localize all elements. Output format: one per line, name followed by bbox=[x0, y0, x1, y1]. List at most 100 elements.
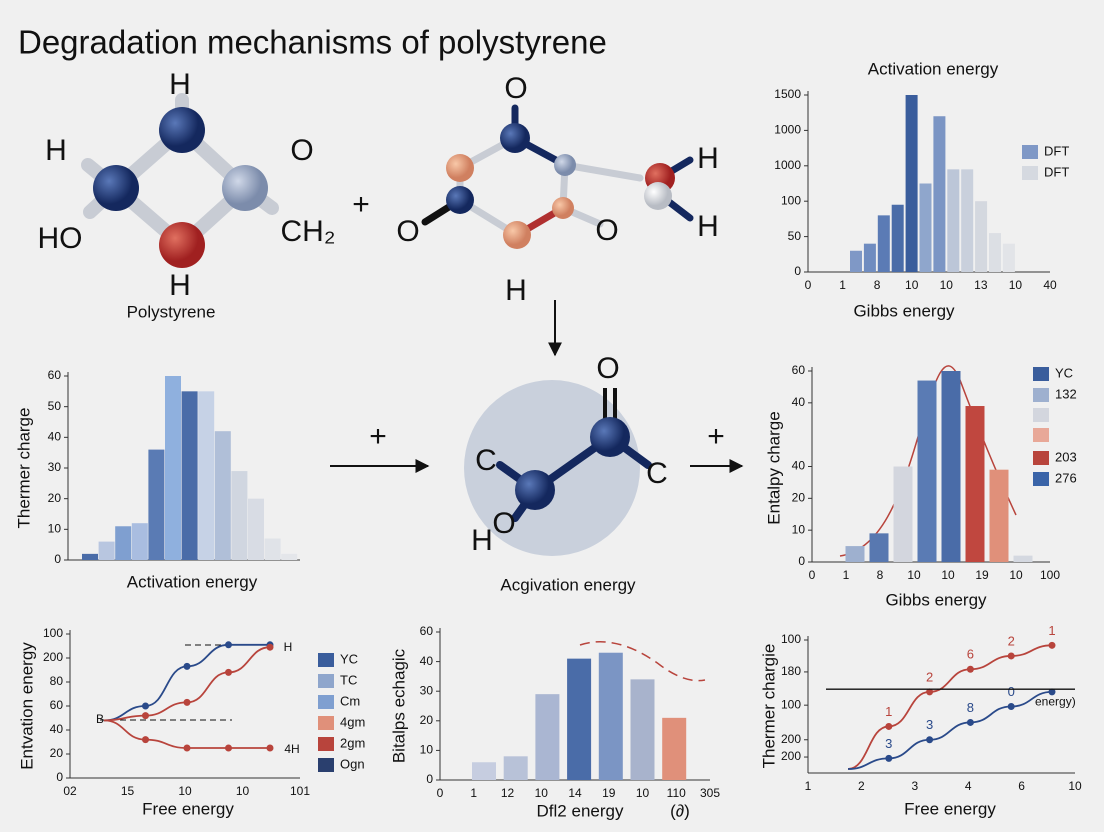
point bbox=[926, 736, 934, 744]
legend-label: TC bbox=[340, 672, 357, 687]
legend-swatch bbox=[318, 737, 334, 751]
bar bbox=[503, 756, 528, 780]
note: (∂) bbox=[670, 801, 690, 820]
legend-swatch bbox=[318, 758, 334, 772]
atom-label: CH₂ bbox=[281, 215, 336, 248]
legend-label: YC bbox=[1055, 365, 1073, 380]
y-axis-label: Entalpy charge bbox=[764, 411, 783, 524]
x-tick-label: 8 bbox=[877, 568, 884, 582]
legend-label: DFT bbox=[1044, 164, 1069, 179]
line bbox=[847, 644, 1053, 770]
x-tick-label: 1 bbox=[843, 568, 850, 582]
bar bbox=[82, 553, 98, 560]
y-tick-label: 40 bbox=[48, 430, 62, 444]
bar bbox=[891, 204, 904, 272]
bar bbox=[198, 391, 215, 560]
y-tick-label: 50 bbox=[788, 229, 802, 243]
point bbox=[225, 668, 232, 676]
line bbox=[103, 719, 271, 749]
operator: + bbox=[352, 188, 370, 221]
bar bbox=[893, 466, 913, 562]
y-tick-label: 40 bbox=[50, 722, 64, 736]
legend-swatch bbox=[1033, 408, 1049, 422]
x-tick-label: 1 bbox=[805, 779, 812, 793]
point-label: 2 bbox=[926, 669, 933, 684]
y-tick-label: 60 bbox=[50, 698, 64, 712]
y-axis-label: Thermer chargie bbox=[759, 644, 778, 769]
line bbox=[103, 646, 271, 722]
y-tick-label: 40 bbox=[420, 654, 434, 668]
bar bbox=[917, 380, 937, 562]
bar bbox=[567, 658, 592, 780]
y-tick-label: 40 bbox=[792, 395, 806, 409]
x-tick-label: 19 bbox=[602, 786, 616, 800]
bar bbox=[905, 95, 918, 272]
molecule-3: O C C H O Acgivation energy bbox=[464, 352, 668, 594]
y-tick-label: 10 bbox=[420, 743, 434, 757]
bar bbox=[933, 116, 946, 273]
legend-label: DFT bbox=[1044, 143, 1069, 158]
x-tick-label: 3 bbox=[911, 779, 918, 793]
bar bbox=[630, 679, 655, 780]
y-tick-label: 1000 bbox=[774, 158, 801, 172]
x-tick-label: 14 bbox=[568, 786, 582, 800]
y-tick-label: 180 bbox=[781, 664, 801, 678]
point bbox=[183, 662, 191, 670]
y-tick-label: 100 bbox=[43, 626, 63, 640]
x-axis-label: Free energy bbox=[142, 799, 234, 818]
legend-swatch bbox=[1033, 367, 1049, 381]
x-tick-label: 305 bbox=[700, 786, 720, 800]
point bbox=[266, 744, 274, 752]
point bbox=[183, 744, 191, 752]
y-tick-label: 10 bbox=[48, 522, 62, 536]
atom-label: H bbox=[697, 210, 719, 243]
legend-swatch bbox=[318, 653, 334, 667]
legend-swatch bbox=[318, 695, 334, 709]
bar bbox=[248, 498, 264, 560]
operator: + bbox=[369, 420, 387, 453]
x-tick-label: 19 bbox=[975, 568, 989, 582]
fit-curve bbox=[839, 365, 1017, 557]
x-tick-label: 10 bbox=[940, 278, 954, 292]
x-tick-label: 10 bbox=[941, 568, 955, 582]
atom-label: H bbox=[169, 68, 191, 101]
bar bbox=[1013, 555, 1033, 562]
atom-label: H bbox=[169, 269, 191, 302]
point bbox=[142, 736, 149, 744]
x-tick-label: 10 bbox=[535, 786, 549, 800]
x-tick-label: 02 bbox=[63, 784, 77, 798]
bar bbox=[264, 538, 281, 560]
atom-label: O bbox=[396, 215, 419, 248]
x-tick-label: 0 bbox=[805, 278, 812, 292]
annotation: H bbox=[284, 640, 293, 654]
bar bbox=[165, 376, 181, 560]
y-tick-label: 0 bbox=[56, 770, 63, 784]
molecule-2: O O H O H H bbox=[396, 72, 719, 307]
y-tick-label: 60 bbox=[792, 363, 806, 377]
y-tick-label: 40 bbox=[792, 459, 806, 473]
x-tick-label: 10 bbox=[178, 784, 192, 798]
x-tick-label: 4 bbox=[965, 779, 972, 793]
bar bbox=[98, 541, 115, 560]
atom-label: H bbox=[697, 142, 719, 175]
point-label: 2 bbox=[1008, 633, 1015, 648]
annotation: B bbox=[96, 712, 104, 726]
y-tick-label: 10 bbox=[792, 522, 806, 536]
x-axis-label: Free energy bbox=[904, 799, 996, 818]
legend-label: 4gm bbox=[340, 714, 365, 729]
y-tick-label: 20 bbox=[420, 713, 434, 727]
y-tick-label: 20 bbox=[48, 491, 62, 505]
x-tick-label: 10 bbox=[636, 786, 650, 800]
point bbox=[183, 698, 191, 706]
y-tick-label: 30 bbox=[48, 460, 62, 474]
point-label: 6 bbox=[967, 647, 974, 662]
molecule-1: H H O HO CH₂ H Polystyrene bbox=[38, 68, 336, 322]
x-tick-label: 10 bbox=[1009, 278, 1023, 292]
atom-label: H bbox=[471, 524, 493, 557]
y-tick-label: 30 bbox=[420, 683, 434, 697]
y-tick-label: 1000 bbox=[774, 123, 801, 137]
bar bbox=[975, 201, 988, 272]
bar bbox=[845, 546, 865, 562]
atom-label: H bbox=[45, 134, 67, 167]
